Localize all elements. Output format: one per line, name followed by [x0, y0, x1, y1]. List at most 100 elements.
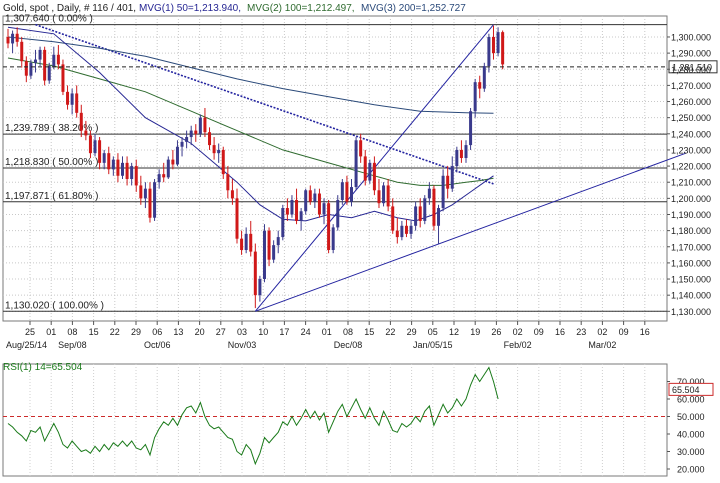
support-trendline[interactable] [255, 152, 687, 312]
candle[interactable] [331, 224, 335, 254]
candle[interactable] [258, 275, 262, 302]
candle[interactable] [491, 25, 495, 60]
candle[interactable] [317, 188, 321, 218]
candle[interactable] [382, 182, 386, 207]
candle[interactable] [386, 178, 390, 212]
candle[interactable] [75, 85, 79, 118]
candle[interactable] [107, 146, 111, 175]
candlesticks[interactable] [6, 25, 505, 309]
candle[interactable] [473, 78, 477, 118]
candle[interactable] [15, 27, 19, 47]
candle[interactable] [116, 153, 120, 183]
candle[interactable] [171, 149, 175, 170]
candle[interactable] [354, 137, 358, 191]
candle[interactable] [194, 124, 198, 142]
candle[interactable] [350, 178, 353, 207]
candle[interactable] [501, 30, 505, 70]
resistance-trendline-dotted[interactable] [35, 23, 494, 185]
candle[interactable] [455, 146, 459, 173]
candle[interactable] [478, 75, 482, 99]
candle[interactable] [327, 199, 331, 254]
candle[interactable] [464, 140, 468, 163]
candle[interactable] [272, 240, 276, 263]
candle[interactable] [276, 230, 280, 254]
candle[interactable] [162, 162, 166, 183]
candle[interactable] [125, 156, 129, 186]
candle[interactable] [363, 149, 367, 186]
candle[interactable] [47, 62, 51, 84]
candle[interactable] [153, 178, 157, 221]
candle[interactable] [189, 125, 193, 146]
candle[interactable] [33, 49, 37, 73]
candle[interactable] [418, 198, 422, 228]
candle[interactable] [336, 195, 340, 231]
candle[interactable] [446, 166, 450, 199]
candle[interactable] [79, 104, 83, 138]
candle[interactable] [52, 46, 56, 70]
candle[interactable] [217, 143, 221, 163]
candle[interactable] [139, 175, 143, 205]
rsi-pane[interactable] [2, 363, 668, 477]
candle[interactable] [84, 120, 88, 141]
candle[interactable] [11, 30, 15, 54]
candle[interactable] [437, 204, 441, 244]
candle[interactable] [130, 162, 134, 186]
candle[interactable] [377, 178, 381, 209]
candle[interactable] [185, 130, 189, 149]
candle[interactable] [102, 149, 106, 170]
candle[interactable] [423, 195, 427, 225]
candle[interactable] [212, 137, 216, 160]
candle[interactable] [304, 188, 308, 215]
candle[interactable] [56, 45, 60, 70]
candle[interactable] [43, 46, 47, 86]
candle[interactable] [235, 188, 239, 244]
candle[interactable] [414, 201, 418, 231]
candle[interactable] [441, 169, 445, 212]
candle[interactable] [249, 220, 253, 257]
candle[interactable] [450, 156, 454, 192]
candle[interactable] [372, 156, 376, 196]
candle[interactable] [432, 185, 436, 231]
candle[interactable] [143, 182, 147, 209]
candle[interactable] [198, 114, 202, 138]
candle[interactable] [487, 33, 491, 73]
candle[interactable] [395, 217, 399, 244]
candle[interactable] [230, 178, 234, 205]
candle[interactable] [496, 27, 500, 57]
candle[interactable] [6, 28, 10, 49]
candle[interactable] [308, 185, 312, 205]
candle[interactable] [70, 88, 74, 115]
candle[interactable] [38, 46, 42, 67]
candle[interactable] [111, 156, 115, 176]
candle[interactable] [208, 127, 212, 150]
candle[interactable] [281, 204, 285, 241]
rsi-line[interactable] [7, 366, 499, 466]
candle[interactable] [24, 56, 28, 83]
candle[interactable] [61, 59, 65, 96]
candle[interactable] [66, 85, 70, 110]
candle[interactable] [427, 182, 431, 205]
rsi-indicator[interactable]: 70.000 60.000 50.000 40.000 30.000 20.000 65.5… [3, 366, 714, 475]
candle[interactable] [340, 178, 344, 205]
candle[interactable] [459, 140, 463, 163]
candle[interactable] [469, 107, 473, 150]
candle[interactable] [20, 36, 24, 68]
candle[interactable] [290, 195, 294, 218]
candle[interactable] [93, 133, 97, 157]
candle[interactable] [88, 130, 92, 159]
candle[interactable] [295, 188, 299, 225]
candle[interactable] [175, 140, 179, 167]
candle[interactable] [359, 133, 363, 163]
candle[interactable] [482, 62, 486, 92]
candle[interactable] [400, 220, 404, 241]
candle[interactable] [299, 208, 303, 231]
time-axis[interactable]: 25 01 08 15 22 29 06 13 20 27 03 10 17 24 01 08 15 22 29 05… [6, 321, 650, 350]
candle[interactable] [262, 224, 266, 283]
candle[interactable] [409, 220, 413, 239]
candle[interactable] [180, 137, 184, 157]
candle[interactable] [203, 107, 207, 138]
fibonacci-retracement[interactable]: 1,307.640 ( 0.00% ) 1,239.789 ( 38.20% ) 1… [3, 14, 667, 312]
candle[interactable] [240, 230, 244, 255]
candle[interactable] [267, 227, 271, 267]
